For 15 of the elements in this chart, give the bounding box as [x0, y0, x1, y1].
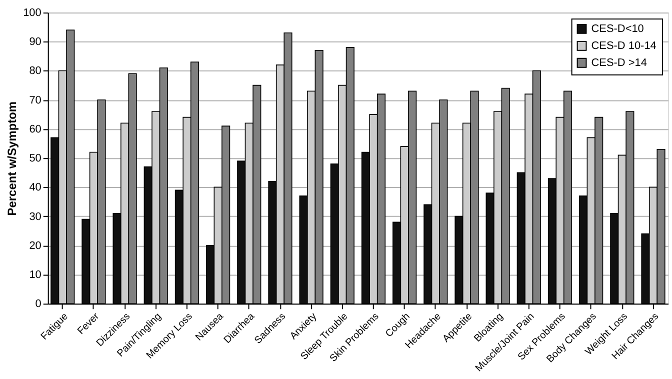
y-tick-label: 90	[29, 36, 42, 48]
y-tick-label: 30	[29, 210, 42, 223]
legend-label: CES-D >14	[591, 56, 647, 69]
y-tick-label: 0	[35, 298, 42, 310]
legend-label: CES-D<10	[591, 22, 644, 35]
y-tick-label: 50	[29, 152, 42, 165]
y-tick-label: 70	[29, 94, 42, 106]
y-tick-label: 40	[29, 182, 42, 194]
legend-label: CES-D 10-14	[591, 40, 656, 52]
y-tick-label: 10	[29, 269, 42, 282]
y-tick-label: 100	[23, 7, 42, 20]
y-tick-label: 20	[29, 240, 42, 252]
y-tick-label: 80	[29, 65, 42, 78]
y-axis-title: Percent w/Symptom	[5, 101, 20, 216]
y-tick-label: 60	[29, 123, 42, 136]
